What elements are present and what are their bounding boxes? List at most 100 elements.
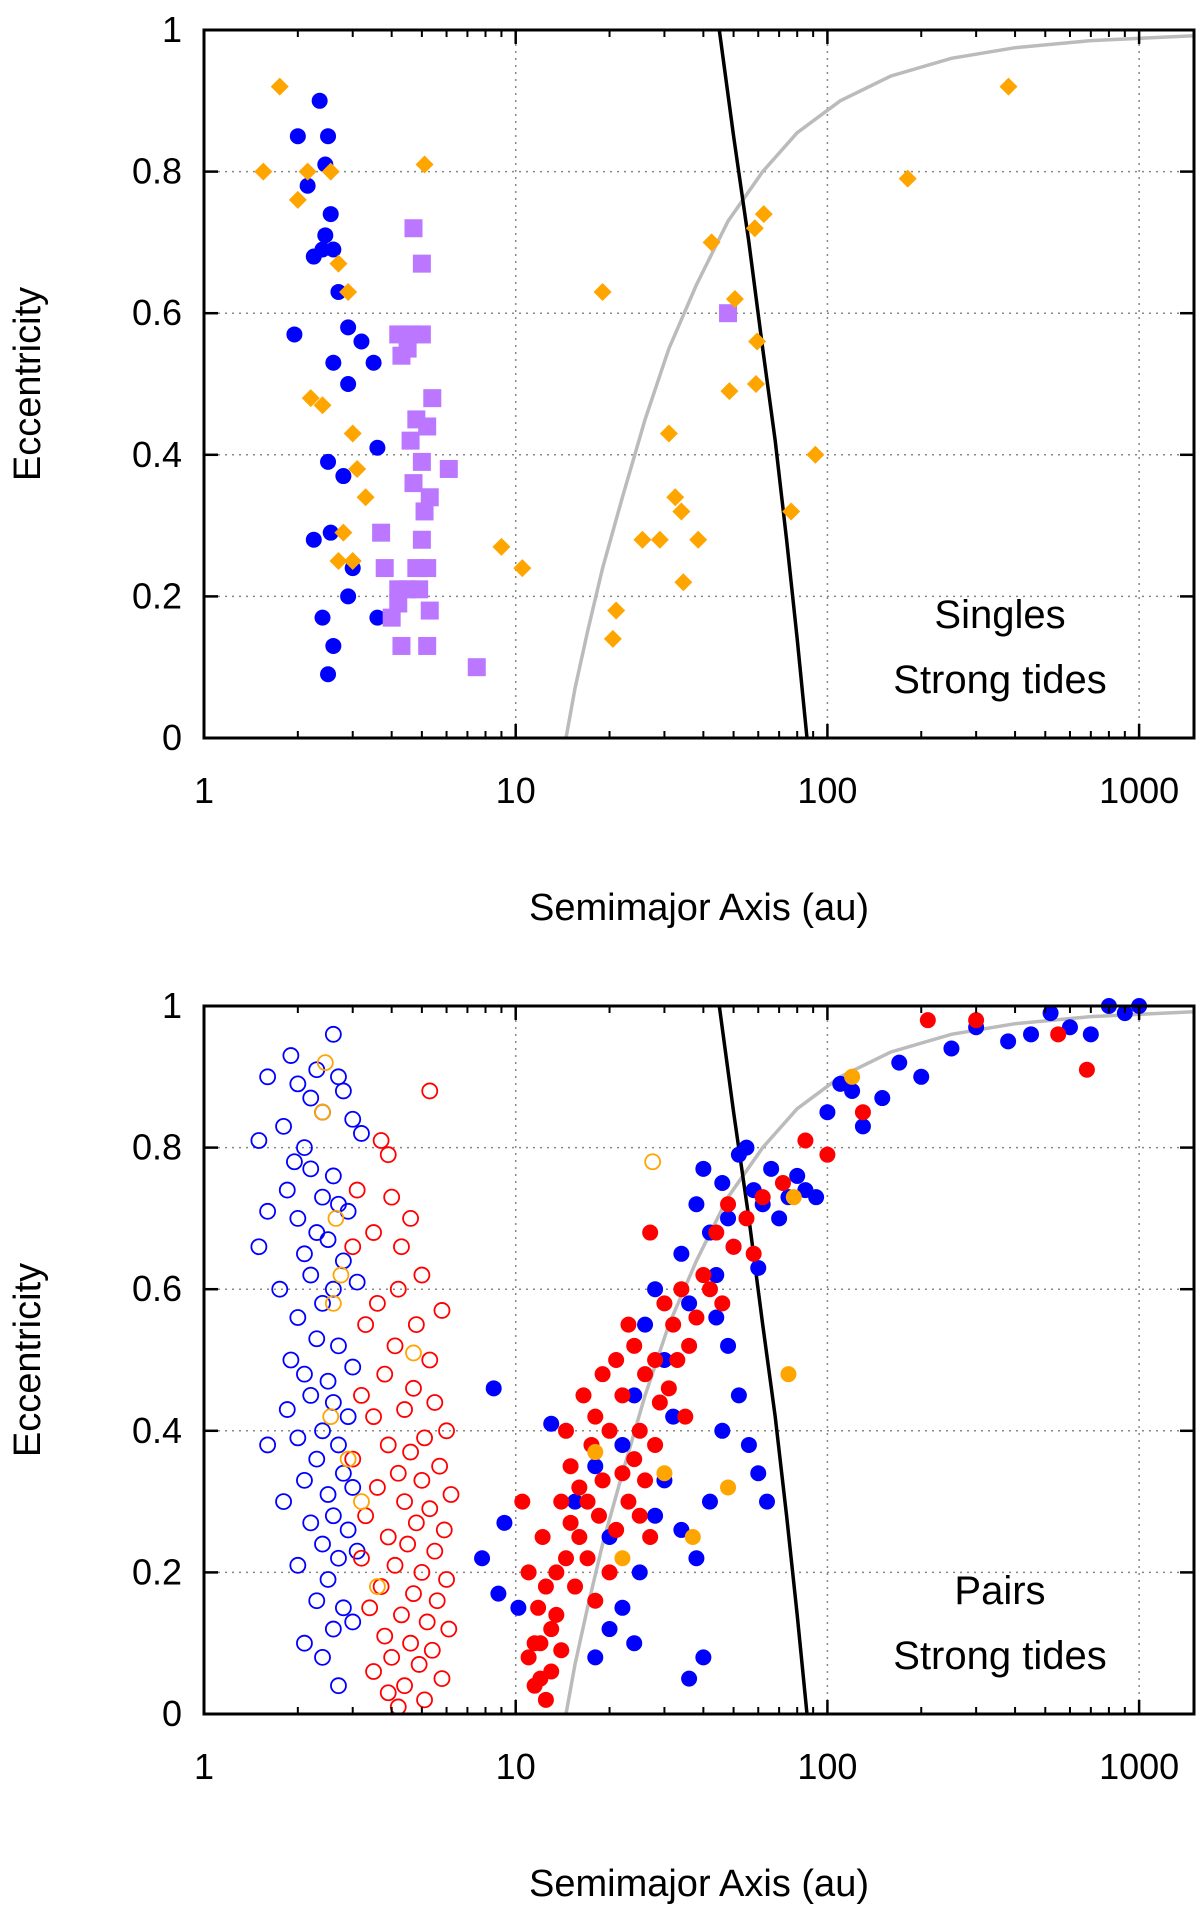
data-point: [353, 1125, 370, 1142]
data-point: [808, 1189, 825, 1206]
data-point: [874, 1090, 891, 1107]
data-point: [530, 1599, 547, 1616]
data-point: [631, 1422, 648, 1439]
data-point: [330, 1068, 347, 1086]
data-point: [375, 559, 394, 578]
y-tick-label: 0.8: [132, 151, 182, 192]
data-point: [410, 580, 429, 599]
data-point: [420, 601, 439, 620]
data-point: [537, 1691, 554, 1708]
data-point: [492, 537, 511, 556]
data-point: [365, 1408, 382, 1426]
data-point: [684, 1529, 701, 1545]
data-point: [302, 1514, 320, 1532]
data-point: [593, 282, 612, 301]
data-point: [348, 1273, 366, 1291]
data-point: [412, 254, 431, 273]
data-point: [334, 523, 353, 542]
data-point: [301, 389, 320, 408]
data-point: [305, 248, 322, 265]
data-point: [543, 1415, 560, 1432]
data-point: [428, 1592, 446, 1610]
data-point: [418, 559, 437, 578]
data-point: [282, 1351, 300, 1369]
data-point: [1116, 1005, 1133, 1022]
data-point: [369, 1578, 386, 1595]
y-tick-label: 0.2: [132, 1551, 182, 1592]
data-point: [490, 1585, 507, 1602]
data-point: [620, 1316, 637, 1333]
data-point: [302, 1160, 320, 1178]
data-point: [919, 1012, 936, 1029]
data-point: [308, 1450, 326, 1468]
data-point: [319, 1231, 337, 1249]
data-point: [289, 1210, 307, 1227]
data-point: [603, 629, 622, 648]
data-point: [532, 1635, 549, 1652]
data-point: [543, 1621, 560, 1638]
data-point: [601, 1621, 618, 1638]
data-point: [383, 1188, 401, 1206]
x-axis-label: Semimajor Axis (au): [529, 1863, 869, 1905]
data-point: [412, 530, 431, 549]
data-point: [426, 1394, 444, 1411]
data-point: [608, 1521, 625, 1538]
data-point: [725, 1238, 742, 1255]
data-point: [763, 1160, 780, 1177]
data-point: [418, 1613, 436, 1631]
data-point: [416, 1691, 433, 1709]
data-point: [332, 1266, 350, 1284]
data-point: [402, 1210, 419, 1227]
data-point: [393, 1238, 410, 1256]
data-point: [689, 530, 708, 549]
data-point: [316, 1054, 334, 1072]
panel-annotation: Pairs: [954, 1569, 1045, 1613]
data-point: [567, 1578, 584, 1595]
data-point: [644, 1153, 662, 1171]
data-point: [748, 332, 767, 351]
data-point: [372, 1578, 390, 1595]
data-point: [320, 453, 337, 470]
data-point: [614, 1599, 631, 1616]
data-point: [520, 1564, 537, 1581]
data-point: [334, 1082, 352, 1100]
data-point: [943, 1040, 960, 1057]
data-point: [665, 1316, 682, 1333]
data-point: [660, 1380, 677, 1397]
data-point: [404, 219, 423, 238]
data-point: [626, 1451, 643, 1468]
data-point: [314, 609, 331, 626]
data-point: [405, 1379, 422, 1397]
data-point: [575, 1387, 592, 1404]
data-point: [720, 1337, 737, 1354]
data-point: [891, 1054, 908, 1071]
data-point: [750, 1465, 767, 1482]
series-5: [587, 1068, 861, 1567]
data-point: [369, 1294, 386, 1312]
data-point: [379, 1146, 397, 1164]
data-point: [677, 1408, 694, 1425]
panel-annotation: Singles: [934, 593, 1065, 637]
data-point: [314, 1535, 331, 1553]
data-point: [819, 1104, 836, 1121]
data-point: [376, 1627, 394, 1645]
data-point: [413, 1564, 431, 1581]
y-tick-label: 0: [162, 1693, 182, 1734]
data-point: [442, 1486, 460, 1503]
data-point: [325, 241, 342, 258]
data-point: [688, 1309, 705, 1326]
data-point: [665, 1408, 682, 1425]
data-point: [369, 609, 386, 626]
data-point: [299, 177, 316, 194]
data-point: [386, 1337, 404, 1355]
data-point: [708, 1267, 725, 1284]
data-point: [353, 1549, 370, 1567]
data-point: [402, 1634, 419, 1652]
data-point: [620, 1493, 637, 1510]
data-point: [412, 325, 431, 344]
data-point: [513, 559, 532, 578]
data-point: [642, 1224, 659, 1241]
data-point: [389, 1698, 407, 1716]
data-point: [339, 1202, 357, 1220]
